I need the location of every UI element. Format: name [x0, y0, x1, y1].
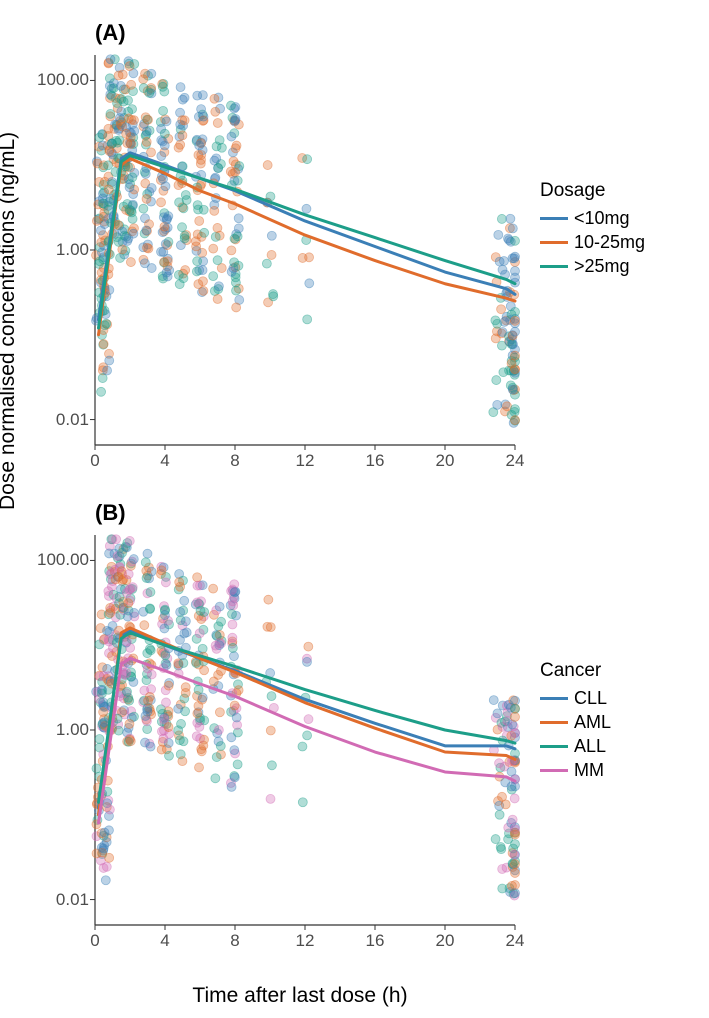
legend-item: CLL [540, 686, 611, 710]
legend-swatch [540, 769, 568, 772]
panel-b-legend: Cancer CLL AML ALL MM [540, 660, 611, 782]
x-tick-label: 8 [230, 445, 239, 471]
y-tick-label: 1.00 [56, 720, 95, 740]
panel-b-plot: 048121620240.011.00100.00 [95, 535, 515, 925]
x-tick-label: 20 [436, 445, 455, 471]
panel-a-label: (A) [95, 20, 126, 46]
panel-b-label: (B) [95, 500, 126, 526]
x-tick-label: 24 [506, 445, 525, 471]
legend-label: AML [574, 712, 611, 733]
legend-title: Dosage [540, 180, 645, 202]
legend-swatch [540, 265, 568, 268]
figure-container: Dose normalised concentrations (ng/mL) T… [0, 0, 709, 1018]
legend-label: >25mg [574, 256, 630, 277]
legend-swatch [540, 697, 568, 700]
legend-swatch [540, 745, 568, 748]
legend-swatch [540, 217, 568, 220]
x-tick-label: 16 [366, 925, 385, 951]
legend-label: 10-25mg [574, 232, 645, 253]
legend-item: ALL [540, 734, 611, 758]
y-tick-label: 0.01 [56, 410, 95, 430]
legend-swatch [540, 241, 568, 244]
legend-item: <10mg [540, 206, 645, 230]
x-tick-label: 0 [90, 925, 99, 951]
legend-item: AML [540, 710, 611, 734]
y-tick-label: 1.00 [56, 240, 95, 260]
x-tick-label: 12 [296, 445, 315, 471]
legend-label: <10mg [574, 208, 630, 229]
x-tick-label: 24 [506, 925, 525, 951]
panel-a-plot: 048121620240.011.00100.00 [95, 55, 515, 445]
y-tick-label: 100.00 [37, 70, 95, 90]
legend-item: MM [540, 758, 611, 782]
legend-item: 10-25mg [540, 230, 645, 254]
x-tick-label: 12 [296, 925, 315, 951]
legend-swatch [540, 721, 568, 724]
y-axis-label: Dose normalised concentrations (ng/mL) [0, 132, 20, 510]
legend-label: MM [574, 760, 604, 781]
legend-title: Cancer [540, 660, 611, 682]
y-tick-label: 0.01 [56, 890, 95, 910]
x-tick-label: 4 [160, 925, 169, 951]
legend-label: CLL [574, 688, 607, 709]
x-tick-label: 20 [436, 925, 455, 951]
panel-a-legend: Dosage <10mg 10-25mg >25mg [540, 180, 645, 278]
x-tick-label: 4 [160, 445, 169, 471]
legend-label: ALL [574, 736, 606, 757]
y-tick-label: 100.00 [37, 550, 95, 570]
x-tick-label: 0 [90, 445, 99, 471]
legend-item: >25mg [540, 254, 645, 278]
x-axis-label: Time after last dose (h) [192, 984, 407, 1008]
x-tick-label: 8 [230, 925, 239, 951]
x-tick-label: 16 [366, 445, 385, 471]
